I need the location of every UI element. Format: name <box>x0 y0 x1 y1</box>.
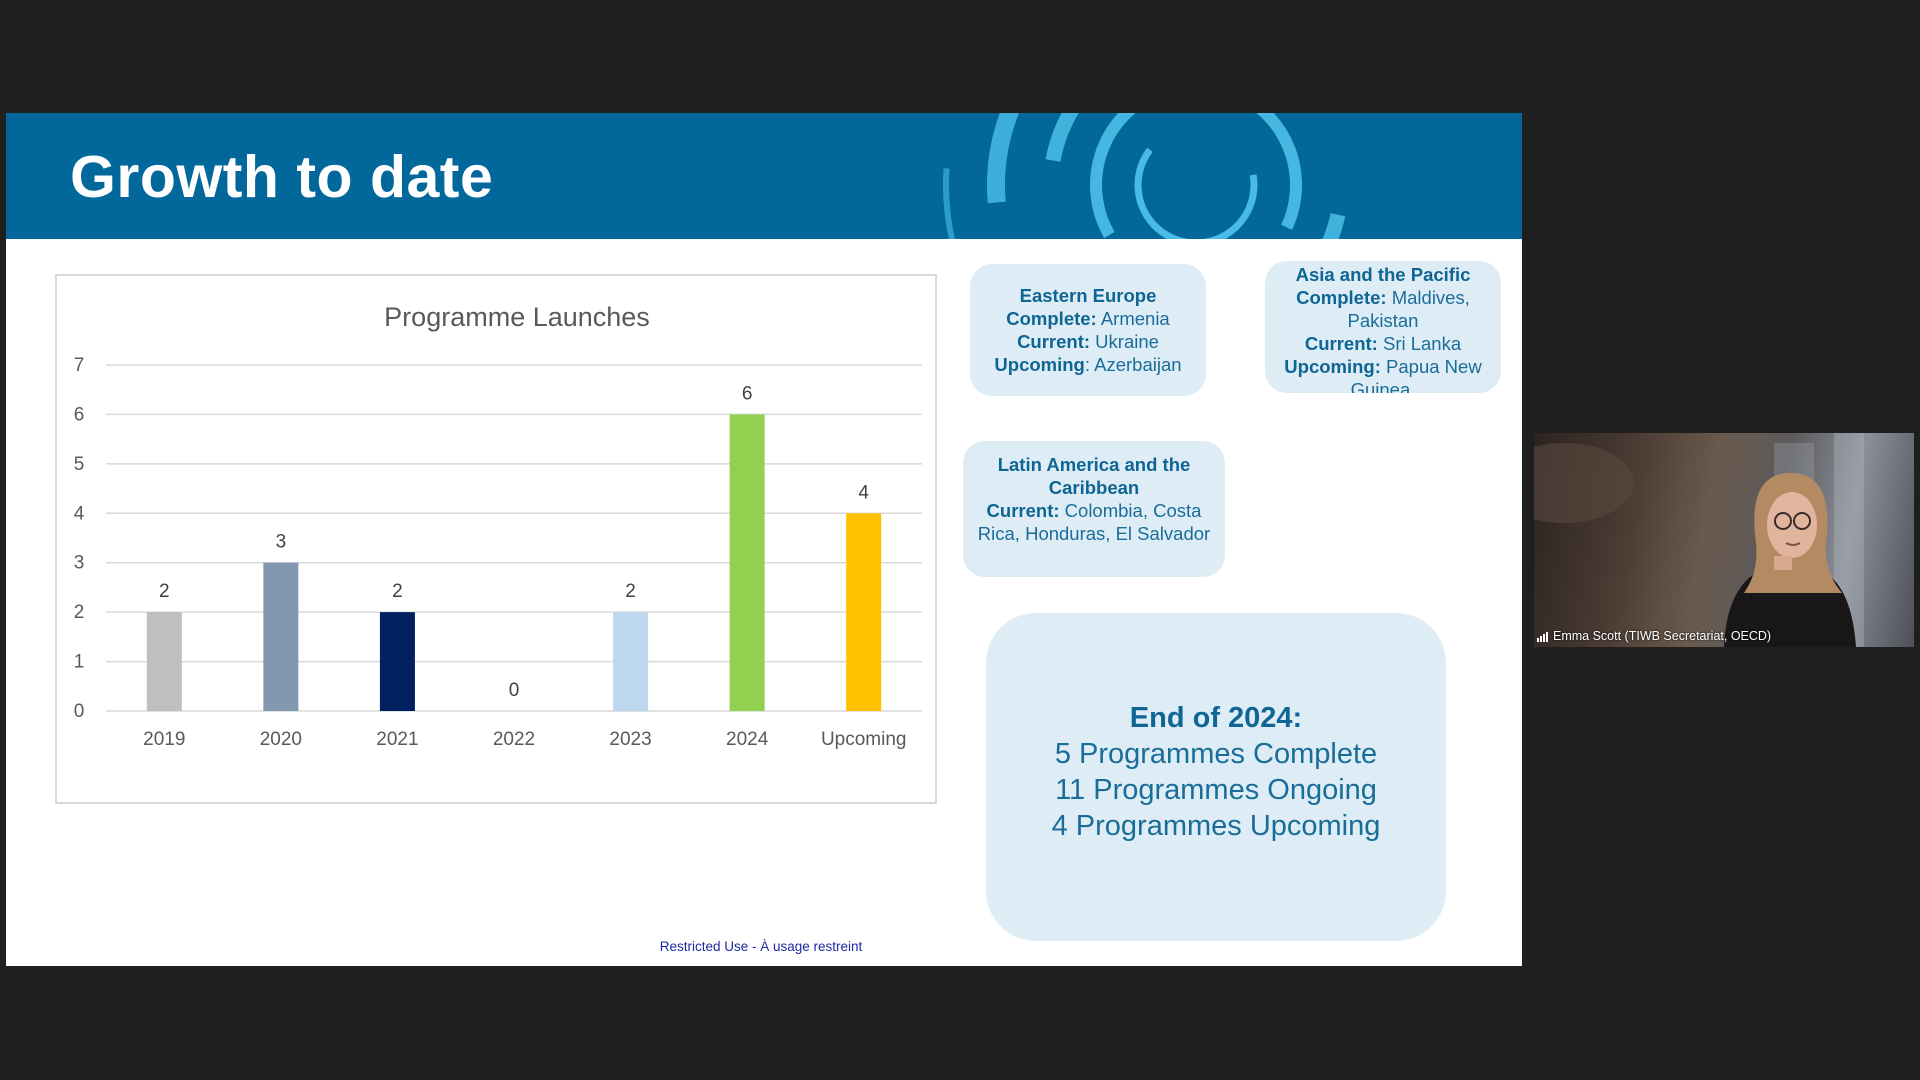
x-tick-label: 2024 <box>726 729 769 750</box>
bar <box>729 414 765 711</box>
bar <box>613 612 649 711</box>
decorative-rings-graphic <box>943 113 1449 239</box>
bar-chart-svg: Programme Launches0123456722019320202202… <box>74 302 922 750</box>
current-value: Sri Lanka <box>1377 333 1462 354</box>
summary-heading: End of 2024: <box>1129 702 1303 734</box>
current-value: Colombia, Costa Rica, Honduras, El Salva… <box>977 500 1211 544</box>
upcoming-label: Upcoming <box>994 354 1085 375</box>
y-tick-label: 4 <box>74 503 85 524</box>
bar <box>846 513 882 711</box>
y-tick-label: 0 <box>74 701 85 722</box>
data-label: 0 <box>509 680 520 701</box>
participant-name-bar: Emma Scott (TIWB Secretariat, OECD) <box>1537 627 1771 645</box>
participant-name: Emma Scott (TIWB Secretariat, OECD) <box>1553 629 1772 643</box>
chart-title: Programme Launches <box>384 302 650 332</box>
data-label: 2 <box>159 581 170 602</box>
programme-launches-chart: Programme Launches 0 1 2 3 4 5 6 7 2 2019 3 2020 2 202… <box>55 274 937 804</box>
current-value: Ukraine <box>1090 331 1159 352</box>
summary-box: End of 2024: 5 Programmes Complete 11 Pr… <box>986 613 1446 941</box>
y-tick-label: 3 <box>74 553 85 574</box>
current-label: Current: <box>1304 333 1378 354</box>
slide-title: Growth to date <box>70 144 494 210</box>
region-box-latin-america: Latin America and the Caribbean Current:… <box>963 441 1225 577</box>
upcoming-value: : Azerbaijan <box>1084 354 1182 375</box>
y-tick-label: 7 <box>74 355 85 376</box>
current-label: Current: <box>986 500 1060 521</box>
slide-footer: Restricted Use - À usage restreint <box>6 939 1522 954</box>
y-tick-label: 5 <box>74 454 85 475</box>
region-box-eastern-europe: Eastern Europe Complete: Armenia Current… <box>970 264 1206 396</box>
data-label: 6 <box>742 383 753 404</box>
complete-value: Maldives, Pakistan <box>1347 287 1470 331</box>
summary-complete: 5 Programmes Complete <box>1054 738 1378 770</box>
upcoming-label: Upcoming: <box>1284 356 1381 377</box>
x-tick-label: 2022 <box>493 729 535 750</box>
y-tick-label: 6 <box>74 404 85 425</box>
signal-bars-icon <box>1537 631 1548 642</box>
bar <box>263 562 299 711</box>
presentation-slide: Growth to date Programme Launches 0 1 2 3 4 5 6… <box>6 113 1522 966</box>
summary-ongoing: 11 Programmes Ongoing <box>1055 774 1377 806</box>
data-label: 2 <box>625 581 636 602</box>
bar <box>379 612 415 711</box>
data-label: 2 <box>392 581 403 602</box>
region-title: Latin America and the Caribbean <box>997 454 1191 498</box>
bar <box>146 612 182 711</box>
complete-label: Complete: <box>1296 287 1387 308</box>
upcoming-value: Papua New Guinea, <box>1350 356 1482 393</box>
region-title: Eastern Europe <box>1019 285 1157 306</box>
x-tick-label: 2021 <box>376 729 418 750</box>
classification-label: Restricted Use - À usage restreint <box>659 939 863 954</box>
data-label: 4 <box>858 482 869 503</box>
x-tick-label: 2023 <box>609 729 651 750</box>
region-title: Asia and the Pacific <box>1295 264 1471 285</box>
region-box-asia-pacific: Asia and the Pacific Complete: Maldives,… <box>1265 261 1501 393</box>
participant-video-tile[interactable]: Emma Scott (TIWB Secretariat, OECD) <box>1534 433 1914 647</box>
data-label: 3 <box>276 532 287 553</box>
complete-value: Armenia <box>1096 308 1170 329</box>
x-tick-label: Upcoming <box>821 729 907 750</box>
y-tick-label: 1 <box>74 652 85 673</box>
participant-video-feed <box>1534 433 1864 647</box>
x-tick-label: 2019 <box>143 729 185 750</box>
current-label: Current: <box>1017 331 1091 352</box>
slide-header-banner: Growth to date <box>6 113 1522 239</box>
summary-upcoming: 4 Programmes Upcoming <box>1051 810 1381 842</box>
x-tick-label: 2020 <box>260 729 302 750</box>
complete-label: Complete: <box>1006 308 1097 329</box>
y-tick-label: 2 <box>74 602 85 623</box>
